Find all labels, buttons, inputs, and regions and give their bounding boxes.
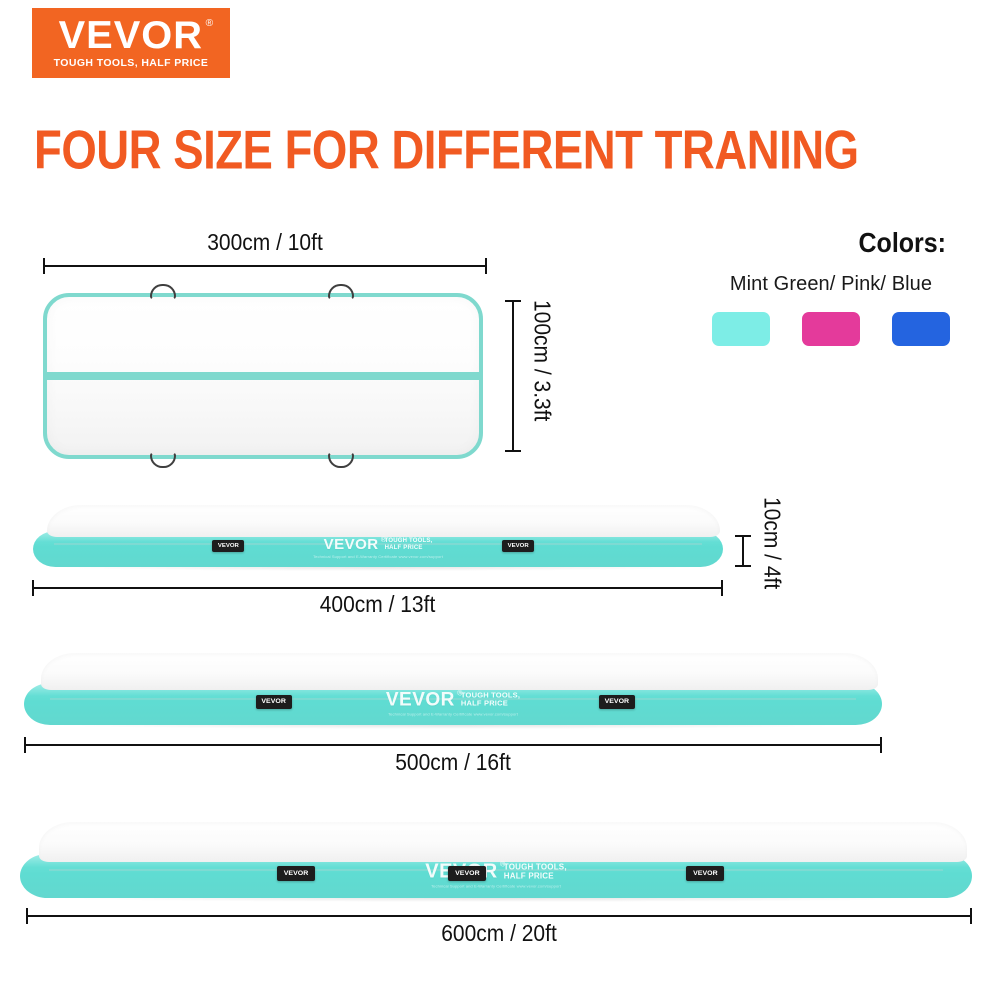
mat-label-patch-text: VEVOR (604, 698, 630, 706)
color-swatch-pink[interactable] (802, 312, 860, 346)
dimension-bar (24, 744, 882, 746)
color-swatch-blue[interactable] (892, 312, 950, 346)
mat-shadow (60, 563, 696, 571)
page-title: FOUR SIZE FOR DIFFERENT TRANING (34, 119, 859, 181)
vevor-logo: VEVOR ® TOUGH TOOLS, HALF PRICE (32, 8, 230, 78)
mat-center-stripe (47, 372, 479, 380)
mat-label-patch: VEVOR (277, 866, 316, 882)
mat-label-patch-text: VEVOR (507, 543, 529, 550)
colors-subtitle: Mint Green/ Pink/ Blue (729, 273, 933, 295)
dimension-label-width-100: 100cm / 3.3ft (529, 300, 555, 422)
dimension-cap-left (24, 737, 26, 753)
dimension-cap-right (485, 258, 487, 274)
mat-label-patch: VEVOR (448, 866, 487, 882)
dimension-line-thickness-10 (735, 535, 751, 567)
mat-label-patch-text: VEVOR (455, 870, 480, 877)
logo-wordmark: VEVOR ® (58, 13, 214, 57)
mat-shadow (58, 721, 848, 729)
mat-shadow (58, 894, 934, 902)
dimension-label-length-400: 400cm / 13ft (319, 592, 436, 618)
dimension-label-thickness-10: 10cm / 4ft (759, 497, 785, 590)
dimension-cap-top (505, 300, 521, 302)
dimension-label-length-300: 300cm / 10ft (207, 230, 323, 256)
dimension-cap-left (32, 580, 34, 596)
dimension-line-length-300 (43, 258, 487, 274)
mat-label-patch-text: VEVOR (261, 698, 286, 706)
color-swatch-row (686, 312, 976, 346)
dimension-line-width-100 (505, 300, 521, 452)
mat-label-patch: VEVOR (255, 694, 292, 709)
dimension-label-length-500: 500cm / 16ft (395, 750, 511, 776)
product-mat-500cm: VEVOR ® TOUGH TOOLS, HALF PRICE Technica… (24, 653, 882, 729)
dimension-cap-right (970, 908, 972, 924)
color-swatch-mint-green[interactable] (712, 312, 770, 346)
dimension-label-length-600: 600cm / 20ft (441, 921, 557, 947)
logo-wordmark-text: VEVOR (58, 13, 204, 57)
mat-seam-line (48, 869, 944, 872)
mat-label-patch: VEVOR (598, 694, 635, 709)
handle-loop-icon (328, 452, 354, 468)
product-mat-400cm: VEVOR ® TOUGH TOOLS, HALF PRICE Technica… (33, 505, 723, 571)
handle-loop-icon (150, 452, 176, 468)
dimension-bar (43, 265, 487, 267)
dimension-line-length-400 (32, 580, 723, 596)
product-mat-600cm: VEVOR ® TOUGH TOOLS, HALF PRICE Technica… (20, 822, 972, 902)
dimension-cap-right (880, 737, 882, 753)
dimension-cap-right (721, 580, 723, 596)
dimension-cap-bottom (735, 565, 751, 567)
logo-tagline: TOUGH TOOLS, HALF PRICE (53, 57, 209, 70)
dimension-cap-bottom (505, 450, 521, 452)
mat-label-patch: VEVOR (212, 540, 245, 553)
dimension-line-length-500 (24, 737, 882, 753)
dimension-bar (742, 535, 744, 567)
mat-label-patch-text: VEVOR (217, 543, 239, 550)
mat-label-patch-text: VEVOR (693, 870, 718, 877)
dimension-bar (512, 300, 514, 452)
handle-loop-icon (328, 284, 354, 300)
dimension-line-length-600 (26, 908, 972, 924)
mat-label-patch: VEVOR (502, 540, 535, 553)
mat-seam-line (53, 543, 703, 546)
mat-seam-line (49, 697, 857, 700)
colors-heading: Colors: (858, 228, 947, 259)
mat-top-surface (39, 822, 968, 862)
mat-label-patch: VEVOR (686, 866, 725, 882)
colors-panel: Colors: Mint Green/ Pink/ Blue (686, 228, 976, 346)
dimension-cap-left (43, 258, 45, 274)
mat-top-surface (46, 505, 720, 538)
product-mat-300cm-top-view (43, 284, 483, 468)
registered-trademark-icon: ® (205, 17, 215, 29)
dimension-bar (32, 587, 723, 589)
dimension-cap-top (735, 535, 751, 537)
mat-top-surface (41, 653, 878, 691)
dimension-cap-left (26, 908, 28, 924)
handle-loop-icon (150, 284, 176, 300)
dimension-bar (26, 915, 972, 917)
mat-label-patch-text: VEVOR (283, 870, 309, 877)
